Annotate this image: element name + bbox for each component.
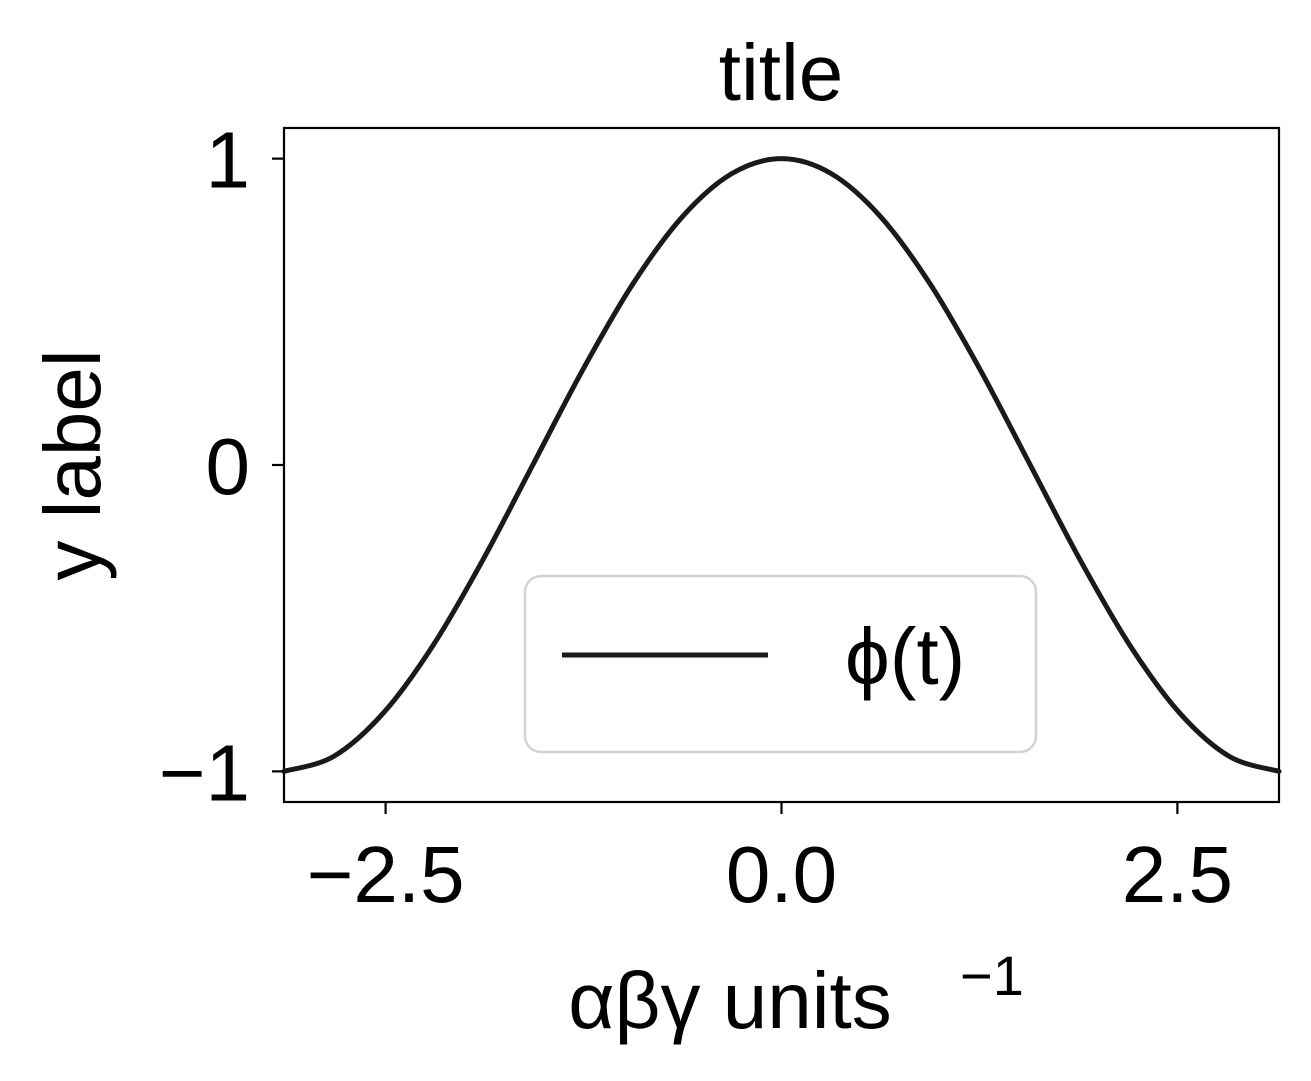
y-axis-label: y label xyxy=(28,349,117,580)
x-tick-label: 2.5 xyxy=(1122,830,1233,919)
y-tick-label: 0 xyxy=(206,422,251,511)
legend-entry-label: ϕ(t) xyxy=(845,612,965,701)
x-tick-label: −2.5 xyxy=(307,830,465,919)
series-line-phi xyxy=(281,156,1282,774)
y-tick-label: −1 xyxy=(159,728,250,817)
chart-title: title xyxy=(719,28,844,117)
legend: ϕ(t) xyxy=(523,574,1038,754)
x-axis-label-main: αβγ units xyxy=(568,956,891,1045)
legend-box xyxy=(523,574,1038,754)
x-tick-label: 0.0 xyxy=(726,830,837,919)
y-tick-label: 1 xyxy=(206,116,251,205)
x-axis-ticks: −2.5 0.0 2.5 xyxy=(307,802,1233,919)
y-axis-ticks: −1 0 1 xyxy=(159,116,284,817)
x-axis-label: αβγ units xyxy=(568,956,891,1045)
x-axis-label-superscript: −1 xyxy=(960,944,1024,1007)
